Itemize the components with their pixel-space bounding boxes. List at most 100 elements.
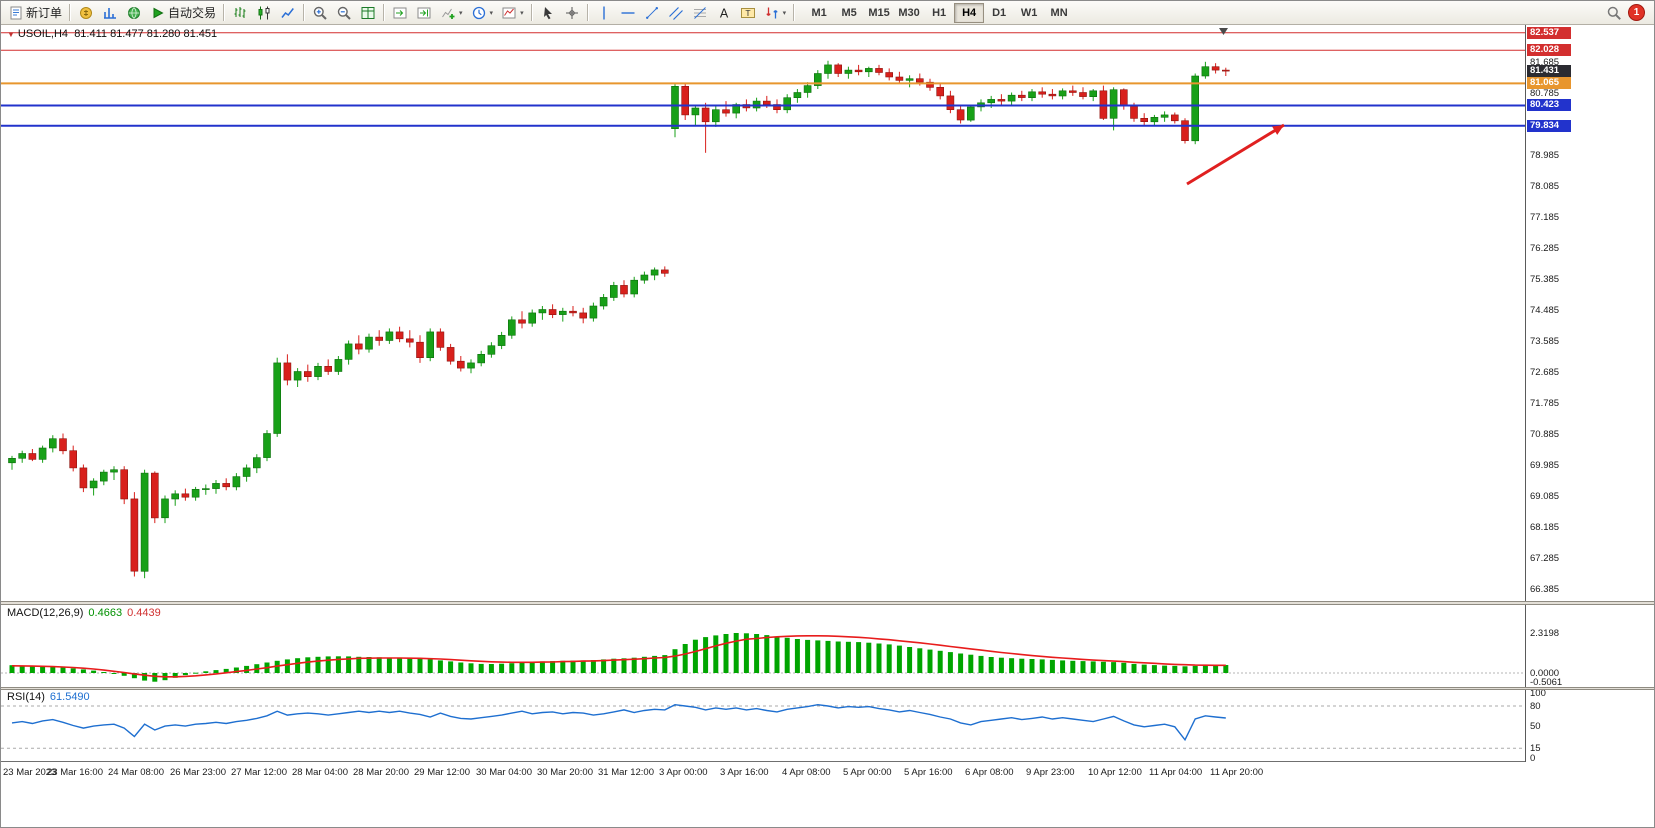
price-axis-label: 73.585 (1530, 336, 1560, 347)
horizontal-line-button[interactable] (616, 2, 640, 24)
bar-chart-button[interactable] (228, 2, 252, 24)
timeframe-m15-button[interactable]: M15 (868, 6, 890, 19)
price-axis-label: 75.385 (1530, 274, 1560, 285)
sheet-icon (10, 6, 22, 19)
rsi-indicator (1, 703, 1525, 749)
cursor-icon (543, 6, 552, 19)
equidistant-channel-button[interactable] (664, 2, 688, 24)
toolbar-separator (586, 4, 589, 21)
cursor-button[interactable] (536, 2, 560, 24)
fibonacci-button[interactable] (688, 2, 712, 24)
price-chart[interactable] (1, 25, 1525, 601)
autoscroll-icon (393, 7, 407, 18)
new-order-button[interactable]: 新订单 (4, 2, 66, 24)
pane-splitter-macd[interactable] (1, 601, 1654, 605)
macd-name: MACD(12,26,9) (7, 607, 84, 619)
play-icon (153, 7, 164, 18)
price-axis-label: 69.085 (1530, 491, 1560, 502)
price-line-tag: 82.537 (1527, 27, 1571, 39)
candlestick-series (8, 60, 1230, 579)
textA-icon: A (719, 6, 728, 20)
time-axis-label: 28 Mar 20:00 (353, 767, 409, 778)
tile-windows-button[interactable] (356, 2, 380, 24)
timeframe-w1-button[interactable]: W1 (1020, 6, 1038, 19)
macd-pane[interactable]: MACD(12,26,9) 0.4663 0.4439 (1, 605, 1525, 687)
time-axis-label: 3 Apr 16:00 (720, 767, 769, 778)
time-axis-label: 5 Apr 00:00 (843, 767, 892, 778)
crosshair-button[interactable] (560, 2, 584, 24)
dropdown-caret-icon: ▾ (489, 9, 494, 17)
toolbar-separator (303, 4, 306, 21)
macd-histogram (9, 633, 1229, 682)
hline-icon (621, 11, 635, 14)
timeframe-m1-button[interactable]: M1 (811, 6, 827, 19)
notification-badge[interactable]: 1 (1628, 4, 1645, 21)
time-axis-label: 5 Apr 16:00 (904, 767, 953, 778)
time-axis-label: 31 Mar 12:00 (598, 767, 654, 778)
time-axis-label: 24 Mar 08:00 (108, 767, 164, 778)
rsi-pane[interactable]: RSI(14) 61.5490 (1, 689, 1525, 761)
autotrade-button[interactable]: 自动交易 (146, 2, 220, 24)
rsi-axis-label: 100 (1530, 688, 1546, 699)
line-chart-button[interactable] (276, 2, 300, 24)
coin-icon (80, 6, 93, 19)
time-axis-label: 9 Apr 23:00 (1026, 767, 1075, 778)
zoomout-icon (337, 6, 351, 20)
vline-icon (602, 6, 605, 19)
price-axis-label: 71.785 (1530, 398, 1560, 409)
toolbar-separator (383, 4, 386, 21)
zoom-out-button[interactable] (332, 2, 356, 24)
price-axis[interactable]: 81.685 80.785 78.985 78.085 77.185 76.285 75.3… (1525, 25, 1654, 764)
chart-shift-marker[interactable] (1219, 28, 1228, 35)
timeframe-m30-button[interactable]: M30 (898, 6, 920, 19)
svg-text:A: A (719, 6, 728, 20)
time-axis[interactable]: 23 Mar 2023 23 Mar 16:00 24 Mar 08:00 26 Ma… (1, 761, 1654, 786)
clock-icon (472, 6, 485, 19)
crosshair-icon (565, 6, 578, 19)
vertical-line-button[interactable] (592, 2, 616, 24)
price-axis-label: 80.785 (1530, 88, 1560, 99)
indicators-button[interactable]: ▾ (436, 2, 467, 24)
price-axis-label: 66.385 (1530, 584, 1560, 595)
templates-button[interactable]: ▾ (497, 2, 528, 24)
trendline-button[interactable] (640, 2, 664, 24)
time-axis-label: 30 Mar 04:00 (476, 767, 532, 778)
indicators-icon (442, 8, 455, 19)
timeframe-mn-button[interactable]: MN (1050, 6, 1068, 19)
chart-shift-button[interactable] (412, 2, 436, 24)
timeframe-group: M1 M5 M15 M30 H1 H4 D1 W1 MN (804, 2, 1074, 23)
rsi-axis-label: 15 (1530, 743, 1541, 754)
arrows-button[interactable]: ▾ (760, 2, 791, 24)
price-axis-label: 69.985 (1530, 460, 1560, 471)
price-axis-label: 68.185 (1530, 522, 1560, 533)
data-window-button[interactable] (98, 2, 122, 24)
market-watch-button[interactable] (74, 2, 98, 24)
timeframe-m5-button[interactable]: M5 (841, 6, 857, 19)
timeframe-h4-button[interactable]: H4 (954, 2, 985, 23)
macd-signal-line (11, 634, 1226, 678)
rsi-axis-label: 80 (1530, 701, 1541, 712)
timeframe-h1-button[interactable]: H1 (932, 6, 947, 19)
navigator-button[interactable] (122, 2, 146, 24)
toolbar-separator (530, 4, 533, 21)
rsi-axis-label: 50 (1530, 721, 1541, 732)
candlestick-chart-button[interactable] (252, 2, 276, 24)
trend-arrow-annotation[interactable] (1186, 123, 1285, 186)
text-label-button[interactable]: T (736, 2, 760, 24)
price-axis-label: 67.285 (1530, 553, 1560, 564)
price-axis-label: 72.685 (1530, 367, 1560, 378)
timeframe-d1-button[interactable]: D1 (992, 6, 1007, 19)
svg-text:T: T (745, 7, 750, 17)
main-toolbar: 新订单 自动交易 ▾ ▾ ▾ A T ▾ M1 M5 M15 M30 H1 H4 D1 W1 MN 1 (1, 1, 1654, 25)
rsi-line (11, 703, 1226, 742)
pane-splitter-rsi[interactable] (1, 687, 1654, 690)
price-pane[interactable]: ▼ USOIL,H4 81.411 81.477 81.280 81.451 (1, 25, 1525, 601)
periods-button[interactable]: ▾ (467, 2, 498, 24)
search-button[interactable] (1602, 2, 1626, 24)
text-button[interactable]: A (712, 2, 736, 24)
auto-scroll-button[interactable] (388, 2, 412, 24)
zoom-in-button[interactable] (308, 2, 332, 24)
rsi-value: 61.5490 (49, 691, 90, 703)
time-axis-label: 23 Mar 2023 (3, 767, 57, 778)
